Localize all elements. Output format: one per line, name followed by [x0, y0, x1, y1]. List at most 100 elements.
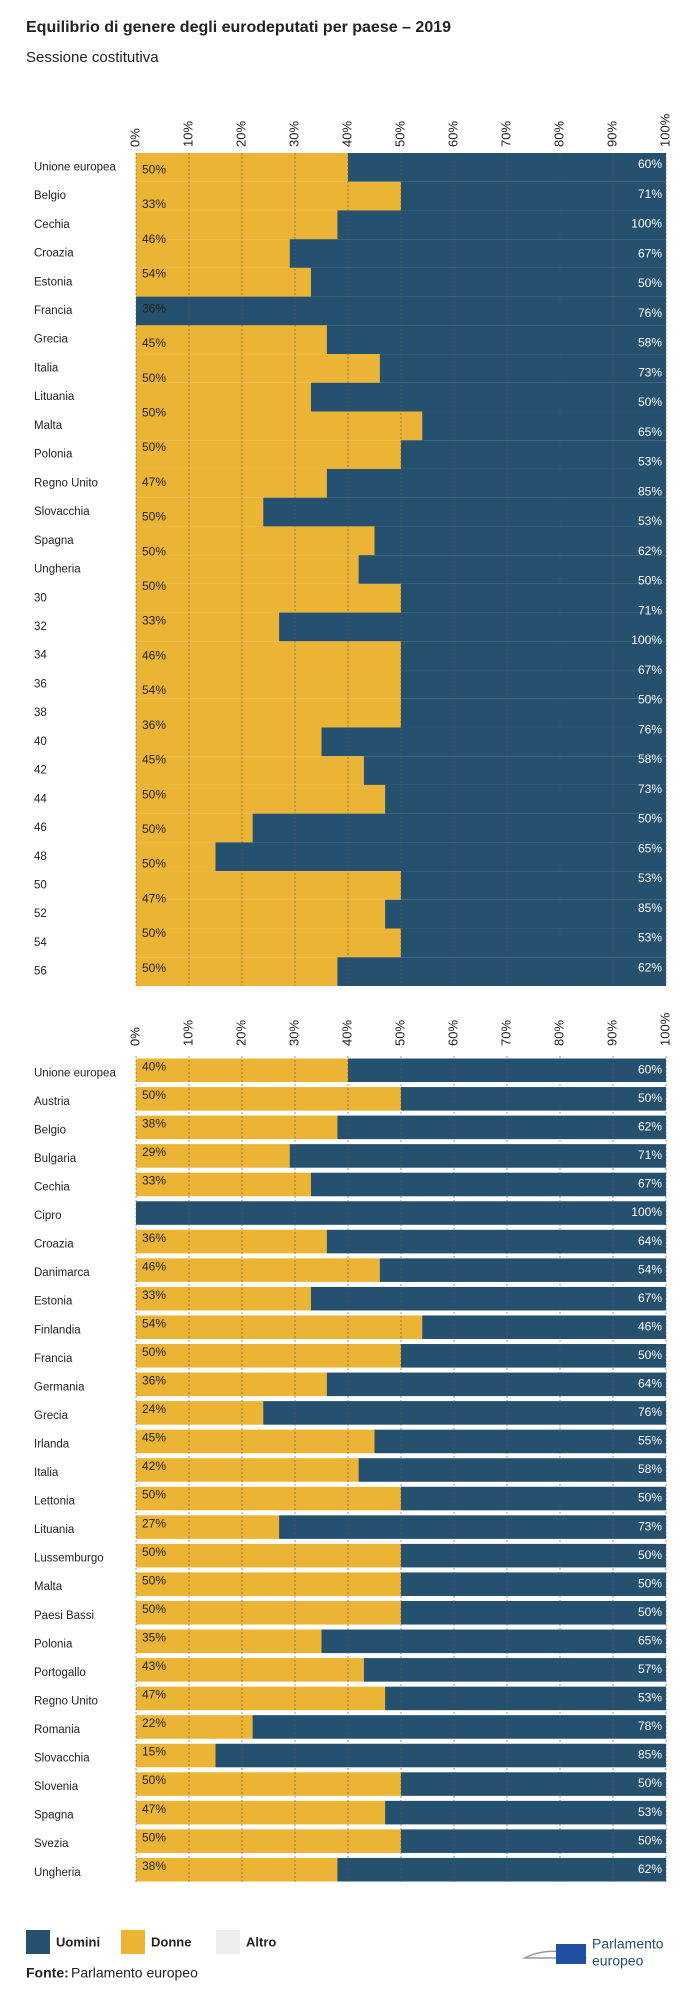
bar-segment	[136, 1800, 386, 1825]
y-tick-label: Spagna	[34, 1810, 74, 1822]
bar-segment	[401, 1486, 666, 1511]
x-tick-label: 40%	[339, 1020, 354, 1046]
bar-segment	[374, 1429, 666, 1454]
bar-segment	[136, 1772, 401, 1796]
value-label: 50%	[638, 1833, 662, 1847]
value-label: 36%	[142, 1231, 166, 1245]
bar-segment	[136, 411, 423, 441]
value-label: 71%	[638, 1148, 662, 1162]
subtitle: Sessione costitutiva	[26, 49, 159, 66]
y-tick-label: 32	[34, 621, 47, 633]
value-label: 60%	[638, 157, 662, 171]
bar-segment	[401, 1543, 666, 1568]
value-label: 46%	[142, 1259, 166, 1273]
y-tick-label: Francia	[34, 1353, 73, 1365]
value-label: 50%	[142, 926, 166, 940]
value-label: 53%	[638, 514, 662, 528]
bar-segment	[136, 1344, 401, 1368]
value-label: 73%	[638, 365, 662, 379]
value-label: 33%	[142, 1288, 166, 1302]
x-tick-label: 50%	[392, 1020, 407, 1046]
value-label: 50%	[142, 857, 166, 871]
x-tick-label: 90%	[604, 1020, 619, 1046]
bar-segment	[136, 1401, 264, 1425]
bar-segment	[136, 1372, 327, 1397]
value-label: 50%	[638, 1548, 662, 1562]
value-label: 50%	[638, 574, 662, 588]
value-label: 64%	[638, 1234, 662, 1248]
legend-swatch	[26, 1930, 50, 1954]
y-tick-label: 52	[34, 908, 47, 920]
bar-segment	[385, 899, 666, 929]
value-label: 58%	[638, 336, 662, 350]
value-label: 47%	[142, 475, 166, 489]
bar-segment	[252, 813, 666, 843]
x-tick-label: 20%	[233, 1020, 248, 1046]
bar-segment	[136, 239, 290, 268]
value-label: 53%	[638, 1691, 662, 1705]
bar-segment	[279, 612, 666, 642]
value-label: 35%	[142, 1630, 166, 1644]
bar-segment	[326, 325, 666, 355]
x-tick-label: 70%	[498, 121, 513, 147]
y-tick-label: Bulgaria	[34, 1153, 77, 1165]
bar-segment	[136, 1543, 401, 1568]
bar-segment	[358, 1458, 666, 1482]
y-tick-label: Belgio	[34, 1124, 66, 1136]
x-tick-label: 10%	[180, 1020, 195, 1046]
value-label: 36%	[142, 718, 166, 732]
y-tick-label: Cechia	[34, 219, 70, 231]
value-label: 50%	[638, 812, 662, 826]
value-label: 57%	[638, 1662, 662, 1676]
bar-segment	[136, 1829, 401, 1853]
x-tick-label: 0%	[127, 1027, 142, 1046]
y-tick-label: 40	[34, 736, 47, 748]
value-label: 50%	[142, 1088, 166, 1102]
bar-segment	[385, 1686, 666, 1711]
x-tick-label: 60%	[445, 121, 460, 147]
bar-segment	[136, 1315, 423, 1340]
value-label: 50%	[142, 405, 166, 419]
bar-segment	[401, 1772, 666, 1796]
value-label: 42%	[142, 1459, 166, 1473]
value-label: 100%	[631, 217, 662, 231]
bar-segment	[326, 1372, 666, 1397]
y-tick-label: Romania	[34, 1724, 81, 1736]
bar-segment	[337, 1115, 666, 1140]
value-label: 33%	[142, 614, 166, 628]
value-label: 50%	[638, 1491, 662, 1505]
value-label: 50%	[142, 163, 166, 177]
bar-segment	[136, 555, 359, 584]
bar-segment	[263, 497, 666, 527]
bar-segment	[401, 440, 666, 469]
y-tick-label: 50	[34, 879, 47, 891]
bar-segment	[136, 1572, 401, 1596]
bar-segment	[136, 727, 322, 757]
bar-segment	[136, 1458, 359, 1482]
value-label: 58%	[638, 752, 662, 766]
y-tick-label: Estonia	[34, 1296, 73, 1308]
legend-label: Uomini	[56, 1934, 100, 1949]
value-label: 65%	[638, 841, 662, 855]
x-tick-label: 40%	[339, 121, 354, 147]
y-tick-label: Polonia	[34, 449, 73, 461]
value-label: 54%	[638, 1262, 662, 1276]
y-tick-label: Cipro	[34, 1210, 61, 1222]
value-label: 64%	[638, 1377, 662, 1391]
value-label: 36%	[142, 1374, 166, 1388]
x-tick-label: 50%	[392, 121, 407, 147]
x-tick-label: 80%	[551, 1020, 566, 1046]
bar-segment	[401, 1572, 666, 1596]
y-tick-label: Unione europea	[34, 161, 116, 173]
bar-segment	[136, 957, 338, 986]
value-label: 54%	[142, 683, 166, 697]
value-label: 100%	[631, 1205, 662, 1219]
y-tick-label: Lituania	[34, 1524, 75, 1536]
y-tick-label: Unione europea	[34, 1067, 116, 1079]
y-tick-label: Ungheria	[34, 1867, 81, 1879]
y-tick-label: Belgio	[34, 190, 66, 202]
y-tick-label: Croazia	[34, 1239, 74, 1251]
value-label: 85%	[638, 1748, 662, 1762]
bar-segment	[136, 440, 401, 469]
bar-segment	[136, 698, 401, 728]
